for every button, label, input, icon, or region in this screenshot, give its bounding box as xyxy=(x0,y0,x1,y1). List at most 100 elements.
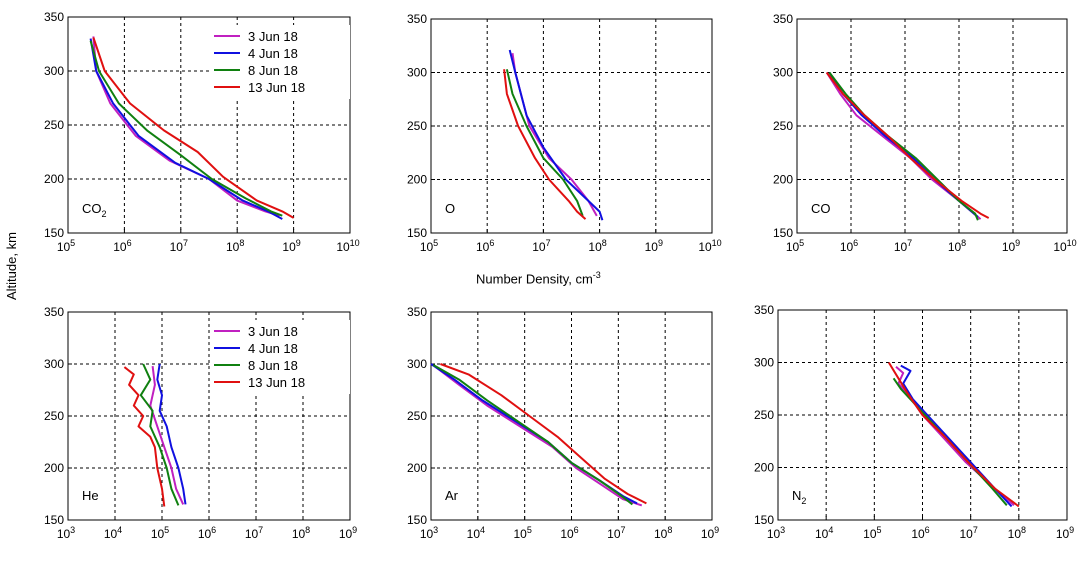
x-tick-label: 1010 xyxy=(336,238,359,254)
y-tick-label: 250 xyxy=(44,409,64,423)
x-tick-label: 107 xyxy=(170,238,188,254)
series-line-o-1 xyxy=(508,49,604,221)
y-tick-label: 300 xyxy=(44,357,64,371)
x-tick-label: 107 xyxy=(959,525,977,541)
y-tick-label: 300 xyxy=(754,356,774,370)
series-line-ar-3 xyxy=(440,363,647,505)
x-tick-label: 109 xyxy=(339,525,357,541)
chart-ar: 103 104 105 106 107 108 109 150 200 250 300 350 Ar xyxy=(407,305,719,541)
series-line-o-2 xyxy=(505,69,584,217)
x-tick-label: 107 xyxy=(245,525,263,541)
y-tick-label: 150 xyxy=(44,226,64,240)
y-tick-label: 350 xyxy=(44,10,64,24)
series-line-he-2 xyxy=(139,363,180,506)
legend-label: 8 Jun 18 xyxy=(248,358,298,373)
x-tick-label: 108 xyxy=(226,238,244,254)
x-tick-label: 107 xyxy=(894,238,912,254)
x-tick-label: 109 xyxy=(1056,525,1074,541)
x-tick-label: 104 xyxy=(467,525,485,541)
x-tick-label: 108 xyxy=(588,238,606,254)
x-tick-label: 107 xyxy=(532,238,550,254)
legend-label: 4 Jun 18 xyxy=(248,46,298,61)
global-x-axis-label: Number Density, cm-3 xyxy=(476,270,601,286)
series-line-he-0 xyxy=(149,365,185,505)
legend-label: 3 Jun 18 xyxy=(248,324,298,339)
x-tick-label: 103 xyxy=(420,525,438,541)
series-line-o-3 xyxy=(503,69,587,220)
x-tick-label: 108 xyxy=(654,525,672,541)
y-tick-label: 250 xyxy=(754,408,774,422)
y-tick-label: 150 xyxy=(44,513,64,527)
global-y-axis-label: Altitude, km xyxy=(4,232,19,300)
y-tick-label: 250 xyxy=(44,118,64,132)
y-tick-label: 200 xyxy=(407,173,427,187)
x-tick-label: 106 xyxy=(840,238,858,254)
legend-label: 13 Jun 18 xyxy=(248,80,305,95)
x-tick-label: 109 xyxy=(701,525,719,541)
species-label-he: He xyxy=(82,488,99,503)
x-tick-label: 1010 xyxy=(698,238,721,254)
y-tick-label: 200 xyxy=(754,461,774,475)
series-line-ar-2 xyxy=(432,364,634,506)
y-tick-label: 300 xyxy=(407,66,427,80)
x-tick-label: 105 xyxy=(786,238,804,254)
series-line-co-3 xyxy=(825,71,990,219)
y-tick-label: 200 xyxy=(44,461,64,475)
x-tick-label: 108 xyxy=(948,238,966,254)
series-line-co2-2 xyxy=(89,40,283,217)
y-tick-label: 350 xyxy=(407,12,427,26)
legend-label: 4 Jun 18 xyxy=(248,341,298,356)
x-tick-label: 103 xyxy=(767,525,785,541)
legend-label: 3 Jun 18 xyxy=(248,29,298,44)
x-tick-label: 106 xyxy=(911,525,929,541)
y-tick-label: 300 xyxy=(407,357,427,371)
x-tick-label: 109 xyxy=(1002,238,1020,254)
y-tick-label: 150 xyxy=(773,226,793,240)
y-tick-label: 200 xyxy=(44,172,64,186)
y-tick-label: 200 xyxy=(773,173,793,187)
x-tick-label: 107 xyxy=(607,525,625,541)
y-tick-label: 200 xyxy=(407,461,427,475)
x-tick-label: 108 xyxy=(1008,525,1026,541)
series-line-co2-3 xyxy=(92,37,295,219)
x-tick-label: 105 xyxy=(151,525,169,541)
y-tick-label: 350 xyxy=(754,303,774,317)
y-tick-label: 300 xyxy=(773,66,793,80)
species-label-ar: Ar xyxy=(445,488,459,503)
x-tick-label: 105 xyxy=(420,238,438,254)
x-tick-label: 109 xyxy=(282,238,300,254)
y-tick-label: 350 xyxy=(44,305,64,319)
y-tick-label: 150 xyxy=(754,513,774,527)
series-line-n2-3 xyxy=(887,361,1020,508)
series-line-co-2 xyxy=(828,71,979,221)
species-label-co: CO xyxy=(811,201,831,216)
legend-label: 8 Jun 18 xyxy=(248,63,298,78)
x-tick-label: 106 xyxy=(476,238,494,254)
y-tick-label: 150 xyxy=(407,226,427,240)
species-label-co2: CO2 xyxy=(82,201,107,219)
series-line-co2-1 xyxy=(89,38,283,220)
x-tick-label: 106 xyxy=(560,525,578,541)
x-tick-label: 108 xyxy=(292,525,310,541)
x-tick-label: 106 xyxy=(198,525,216,541)
y-tick-label: 250 xyxy=(407,409,427,423)
y-tick-label: 150 xyxy=(407,513,427,527)
x-tick-label: 1010 xyxy=(1053,238,1076,254)
y-tick-label: 350 xyxy=(407,305,427,319)
x-tick-label: 104 xyxy=(815,525,833,541)
y-tick-label: 250 xyxy=(407,119,427,133)
x-tick-label: 104 xyxy=(104,525,122,541)
chart-co: 105 106 107 108 109 1010 150 200 250 300 350 CO xyxy=(773,12,1077,254)
y-tick-label: 300 xyxy=(44,64,64,78)
legend-label: 13 Jun 18 xyxy=(248,375,305,390)
x-tick-label: 105 xyxy=(513,525,531,541)
x-tick-label: 103 xyxy=(57,525,75,541)
chart-o: 105 106 107 108 109 1010 150 200 250 300 350 O xyxy=(407,12,722,254)
x-axis-label-text: Number Density, cm xyxy=(476,271,593,287)
chart-he: 103 104 105 106 107 108 109 150 200 250 300 350 He 3 … xyxy=(44,305,357,541)
series-line-he-1 xyxy=(156,363,187,505)
species-label-o: O xyxy=(445,201,455,216)
y-tick-label: 250 xyxy=(773,119,793,133)
